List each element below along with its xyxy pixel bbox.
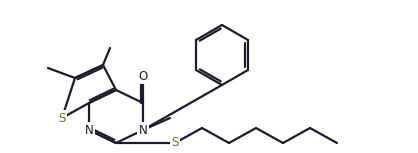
Text: N: N bbox=[139, 123, 148, 136]
Text: N: N bbox=[84, 123, 93, 136]
Text: S: S bbox=[59, 112, 66, 125]
Text: S: S bbox=[171, 136, 178, 149]
Text: O: O bbox=[138, 69, 148, 82]
